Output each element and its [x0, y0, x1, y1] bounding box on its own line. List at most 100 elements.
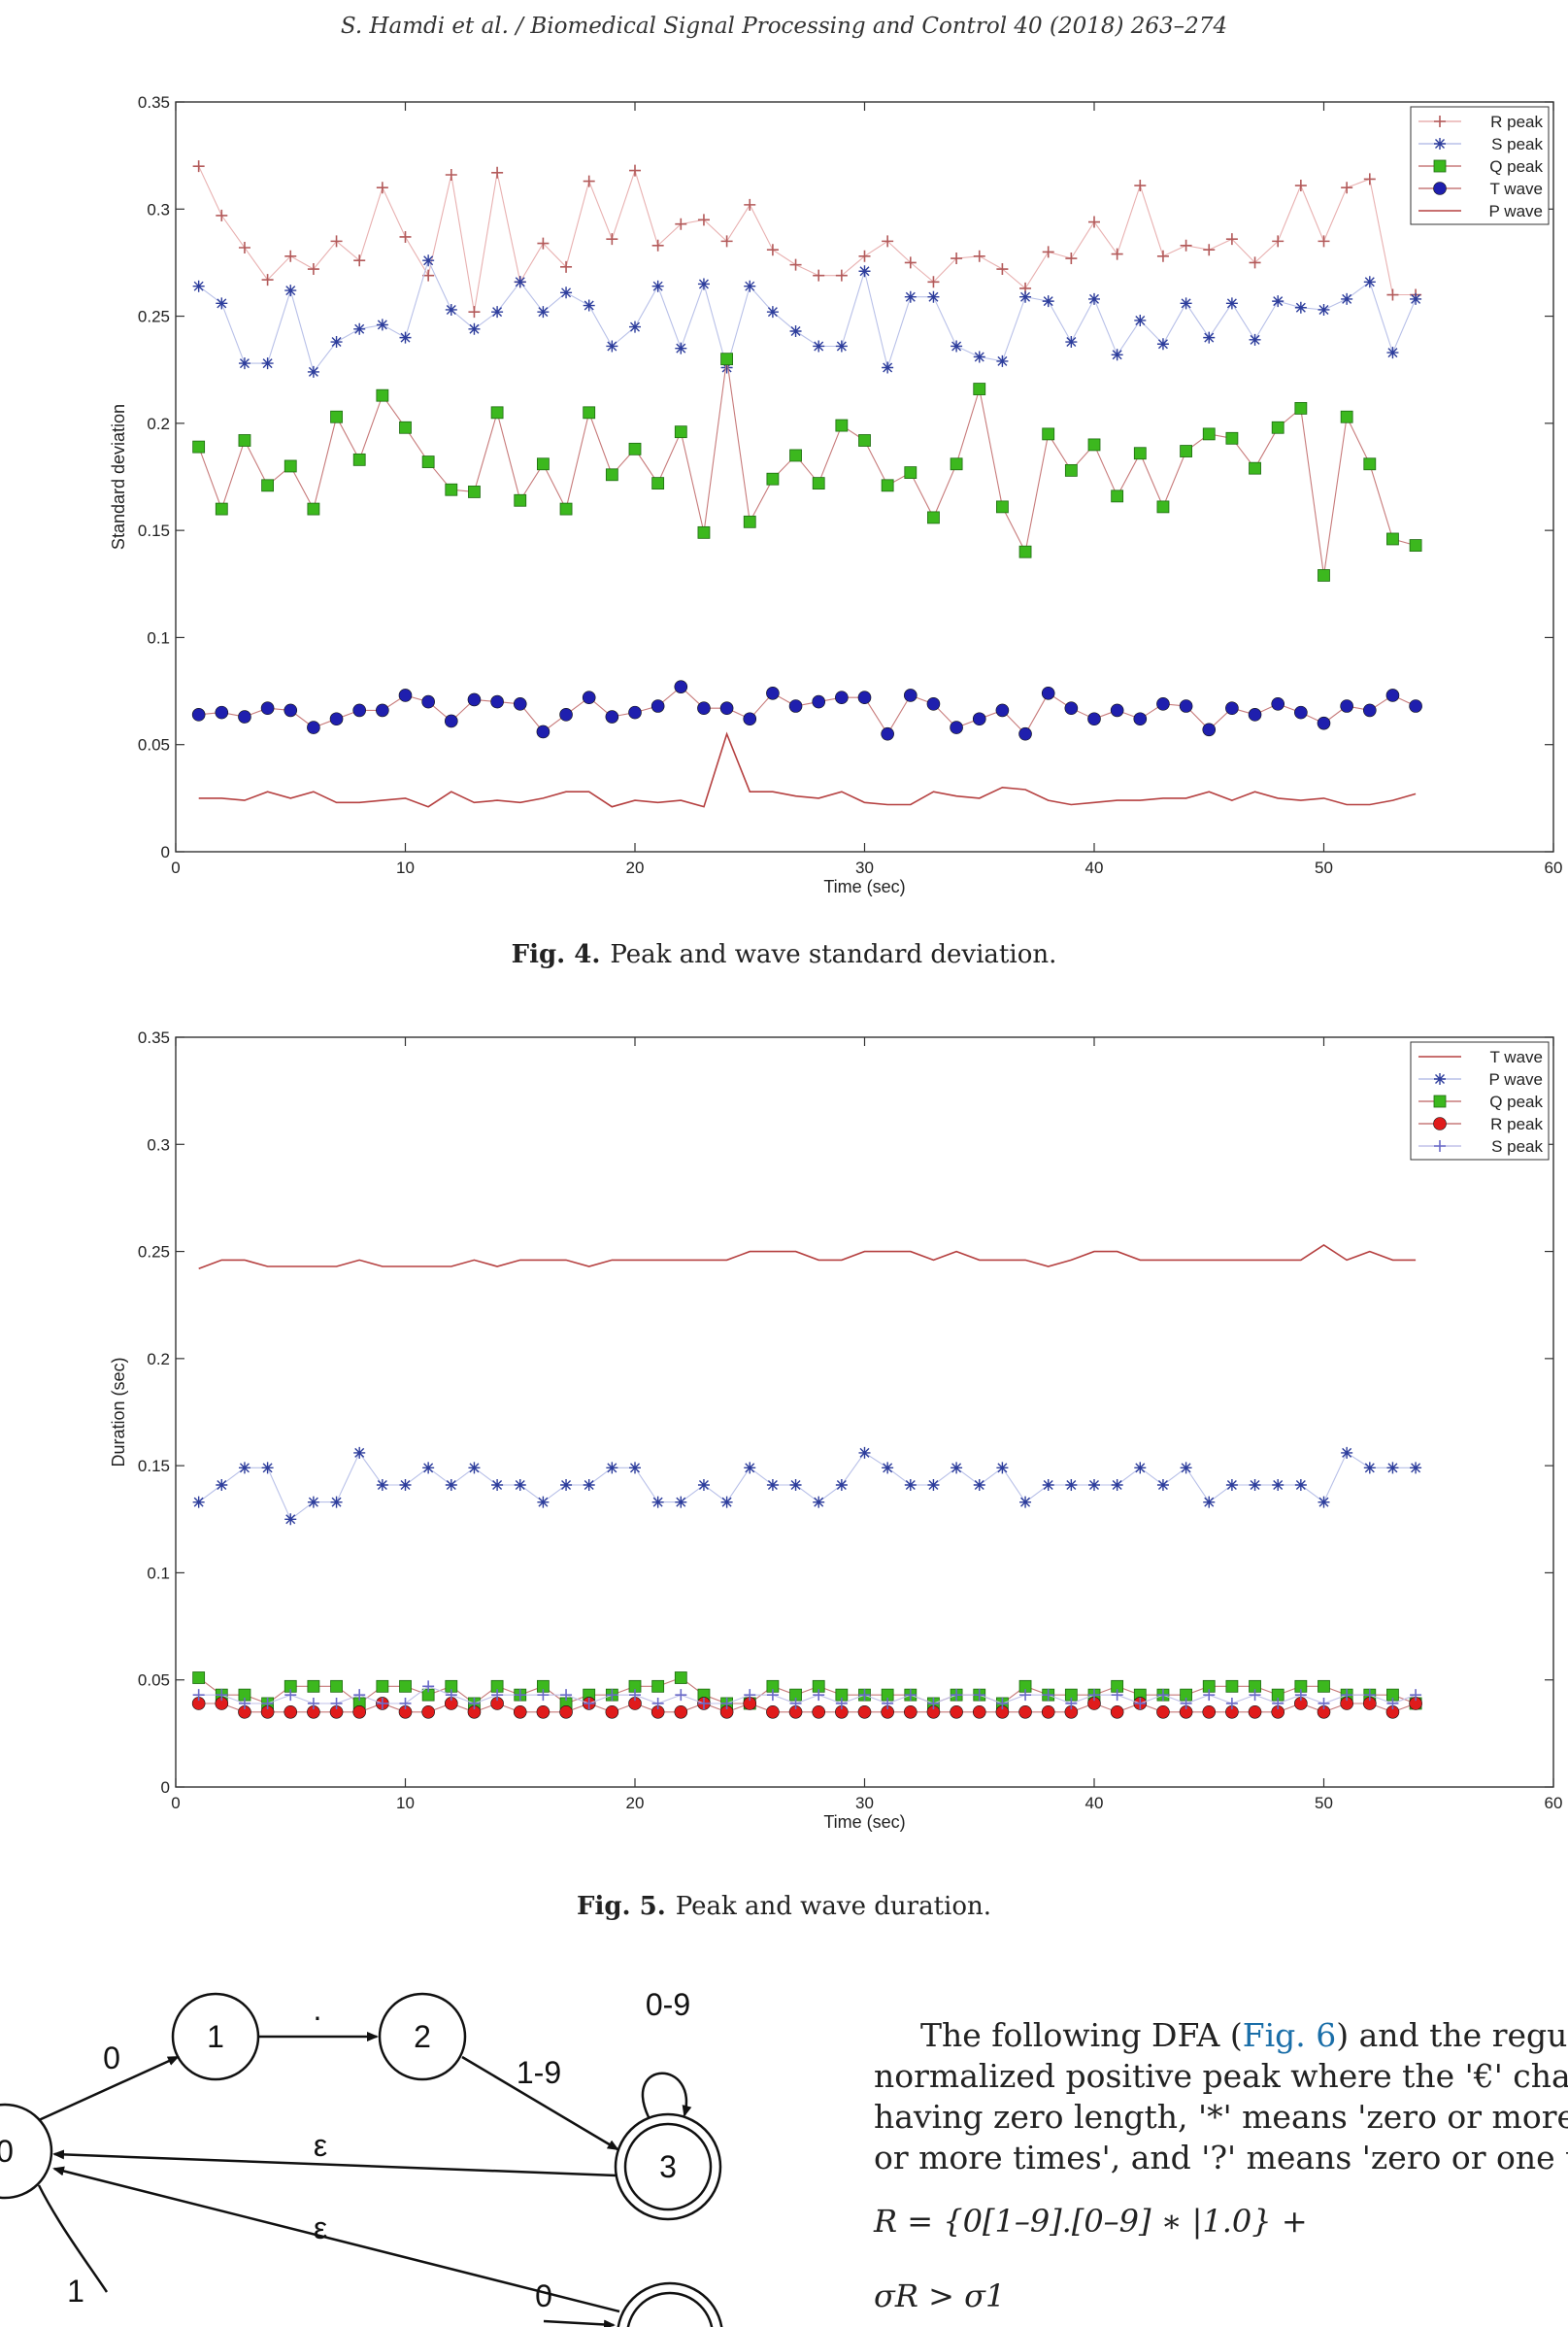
fig4-data-point — [1203, 331, 1216, 344]
fig4-legend-label: Q peak — [1489, 157, 1543, 176]
fig4-data-point — [1041, 686, 1055, 700]
fig4-data-point — [1340, 410, 1353, 423]
fig4-data-point — [1180, 297, 1192, 310]
fig4-data-point — [307, 263, 319, 276]
fig4-data-point — [1065, 336, 1078, 349]
fig4-data-point — [468, 306, 481, 319]
fig5-legend-marker — [1433, 1095, 1447, 1108]
fig5-data-point — [1386, 1697, 1399, 1709]
fig4-data-point — [1225, 297, 1238, 310]
fig4-data-point — [697, 701, 711, 716]
fig4-data-point — [812, 477, 825, 490]
fig4-data-point — [559, 708, 573, 722]
dfa-edge-label-1: 1 — [67, 2274, 84, 2309]
fig4-data-point — [376, 319, 388, 331]
fig5-data-point — [1272, 1697, 1284, 1709]
fig4-data-point — [1318, 235, 1330, 248]
fig5-legend-label: T wave — [1490, 1048, 1544, 1066]
fig5-legend-label: Q peak — [1489, 1093, 1543, 1111]
fig4-data-point — [605, 710, 619, 724]
figure-4-chart: 0 10 20 30 40 50 60 0 0.05 0.1 0.15 0.2 0.25 0.3 0.35 T… — [109, 93, 1562, 896]
fig5-data-point — [606, 1462, 618, 1474]
fig5-series-4 — [192, 1680, 1422, 1709]
fig4-data-point — [1111, 489, 1124, 503]
fig4-data-point — [697, 525, 711, 539]
fig5-data-point — [789, 1697, 802, 1709]
fig4-legend-marker — [1433, 182, 1447, 195]
fig4-legend-label: S peak — [1491, 135, 1543, 153]
fig4-data-point — [261, 274, 274, 287]
fig4-data-point — [1318, 303, 1330, 316]
fig4-data-point — [766, 244, 779, 256]
fig4-data-point — [1156, 697, 1170, 711]
fig4-data-point — [1249, 256, 1261, 269]
fig4-data-point — [559, 502, 573, 516]
figure-5-chart: 0 10 20 30 40 50 60 0 0.05 0.1 0.15 0.2 0.25 0.3 0.35 T… — [109, 1029, 1562, 1832]
fig4-data-point — [813, 340, 825, 353]
fig5-data-point — [284, 1704, 298, 1719]
fig4-data-point — [835, 340, 848, 353]
dfa-state-0-label: 0 — [0, 2134, 14, 2169]
fig4-data-point — [468, 322, 481, 335]
fig5-data-point — [1180, 1697, 1192, 1709]
fig4-data-point — [1341, 292, 1353, 305]
fig4-xtick-label: 40 — [1085, 859, 1104, 877]
fig5-data-point — [882, 1697, 894, 1709]
fig4-data-point — [284, 250, 297, 262]
fig5-data-point — [675, 1496, 687, 1508]
fig5-data-point — [1225, 1679, 1239, 1693]
fig4-data-point — [1410, 292, 1422, 305]
fig4-data-point — [743, 712, 757, 726]
fig4-data-point — [422, 254, 435, 267]
fig4-data-point — [238, 241, 250, 253]
fig4-data-point — [1110, 703, 1124, 718]
fig5-data-point — [697, 1478, 710, 1491]
fig4-data-point — [284, 703, 298, 718]
fig4-data-point — [1341, 182, 1353, 194]
fig5-data-point — [353, 1689, 366, 1702]
fig4-data-point — [445, 483, 458, 496]
fig4-data-point — [675, 218, 687, 230]
fig5-data-point — [238, 1462, 250, 1474]
fig4-data-point — [260, 701, 275, 716]
fig5-xtick-label: 0 — [171, 1794, 180, 1812]
fig5-ytick-label: 0.2 — [147, 1350, 170, 1368]
fig5-data-point — [468, 1462, 481, 1474]
fig4-data-point — [583, 299, 595, 312]
dfa-edge-label-0: 0 — [103, 2040, 120, 2075]
fig4-data-point — [216, 297, 228, 310]
fig5-data-point — [513, 1704, 527, 1719]
dfa-state-2 — [378, 1992, 467, 2081]
fig4-data-point — [926, 697, 941, 711]
fig5-data-point — [330, 1679, 343, 1693]
fig5-data-point — [330, 1496, 343, 1508]
fig4-data-point — [1249, 461, 1261, 475]
fig5-data-point — [1249, 1689, 1261, 1702]
fig4-data-point — [215, 705, 229, 720]
fig5-data-point — [651, 1496, 664, 1508]
fig5-data-point — [857, 1704, 872, 1719]
fig4-data-point — [376, 388, 389, 402]
fig4-data-point — [192, 160, 205, 173]
dfa-edge-label-0-9: 0-9 — [646, 1987, 690, 2022]
fig4-xtick-label: 0 — [171, 859, 180, 877]
fig5-data-point — [1111, 1478, 1123, 1491]
fig4-data-point — [353, 254, 366, 267]
fig4-data-point — [284, 285, 297, 297]
dfa-state-3-label: 3 — [659, 2149, 677, 2184]
fig5-data-point — [1341, 1446, 1353, 1459]
fig5-data-point — [536, 1704, 550, 1719]
fig5-data-point — [766, 1704, 780, 1719]
fig4-data-point — [1294, 301, 1307, 314]
fig4-data-point — [445, 303, 457, 316]
fig4-data-point — [720, 353, 733, 366]
fig6-link[interactable]: Fig. 6 — [1242, 2016, 1337, 2054]
fig4-data-point — [744, 198, 756, 211]
fig4-series-line — [198, 258, 1417, 374]
fig5-data-point — [720, 1697, 733, 1709]
fig4-data-point — [904, 466, 917, 479]
running-header: S. Hamdi et al. / Biomedical Signal Proc… — [340, 14, 1228, 39]
dfa-edge-label-eps1: ε — [314, 2128, 327, 2163]
fig4-data-point — [1202, 723, 1217, 737]
fig5-ytick-label: 0.15 — [138, 1457, 170, 1475]
